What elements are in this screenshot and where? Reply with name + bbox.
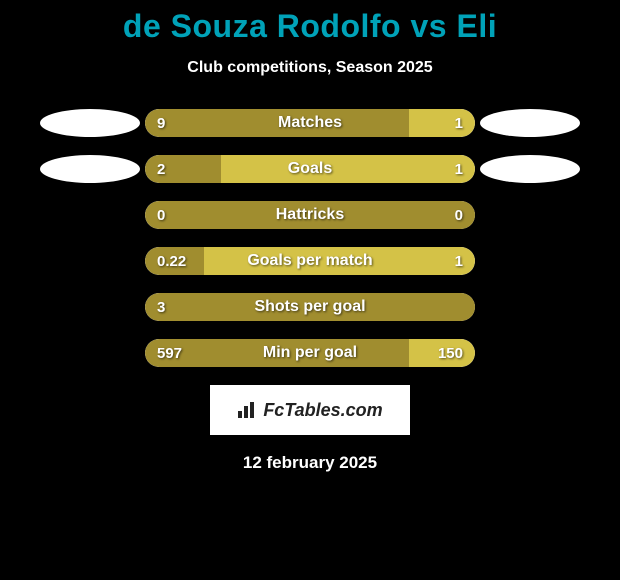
logo: FcTables.com bbox=[237, 400, 382, 421]
player2-image-slot bbox=[475, 109, 585, 137]
player2-image-placeholder bbox=[480, 109, 580, 137]
stat-bar: Goals21 bbox=[145, 155, 475, 183]
stat-row: Matches91 bbox=[0, 109, 620, 137]
player1-image-placeholder bbox=[40, 155, 140, 183]
comparison-infographic: de Souza Rodolfo vs Eli Club competition… bbox=[0, 0, 620, 473]
stat-bar: Min per goal597150 bbox=[145, 339, 475, 367]
stat-bar-left bbox=[145, 293, 475, 321]
logo-text: FcTables.com bbox=[263, 400, 382, 421]
stat-row: Min per goal597150 bbox=[0, 339, 620, 367]
stat-bar-right bbox=[409, 109, 475, 137]
stat-row: Hattricks00 bbox=[0, 201, 620, 229]
logo-box: FcTables.com bbox=[210, 385, 410, 435]
stat-bar: Goals per match0.221 bbox=[145, 247, 475, 275]
stat-bar: Shots per goal3 bbox=[145, 293, 475, 321]
page-subtitle: Club competitions, Season 2025 bbox=[0, 59, 620, 77]
player2-image-placeholder bbox=[480, 155, 580, 183]
stat-bar-left bbox=[145, 201, 475, 229]
stat-row: Goals21 bbox=[0, 155, 620, 183]
stat-row: Goals per match0.221 bbox=[0, 247, 620, 275]
chart-icon bbox=[237, 401, 259, 419]
stat-bar-right bbox=[204, 247, 475, 275]
player1-image-slot bbox=[35, 109, 145, 137]
stat-row: Shots per goal3 bbox=[0, 293, 620, 321]
stat-bar: Matches91 bbox=[145, 109, 475, 137]
player1-image-placeholder bbox=[40, 109, 140, 137]
stat-bar-left bbox=[145, 339, 409, 367]
date-label: 12 february 2025 bbox=[0, 453, 620, 473]
player1-image-slot bbox=[35, 155, 145, 183]
stat-bar-left bbox=[145, 247, 204, 275]
stats-container: Matches91 Goals21 Hattricks00 Goals per mat… bbox=[0, 109, 620, 367]
page-title: de Souza Rodolfo vs Eli bbox=[0, 8, 620, 45]
stat-bar-right bbox=[409, 339, 475, 367]
stat-bar: Hattricks00 bbox=[145, 201, 475, 229]
stat-bar-left bbox=[145, 155, 221, 183]
stat-bar-right bbox=[221, 155, 475, 183]
stat-bar-left bbox=[145, 109, 409, 137]
player2-image-slot bbox=[475, 155, 585, 183]
